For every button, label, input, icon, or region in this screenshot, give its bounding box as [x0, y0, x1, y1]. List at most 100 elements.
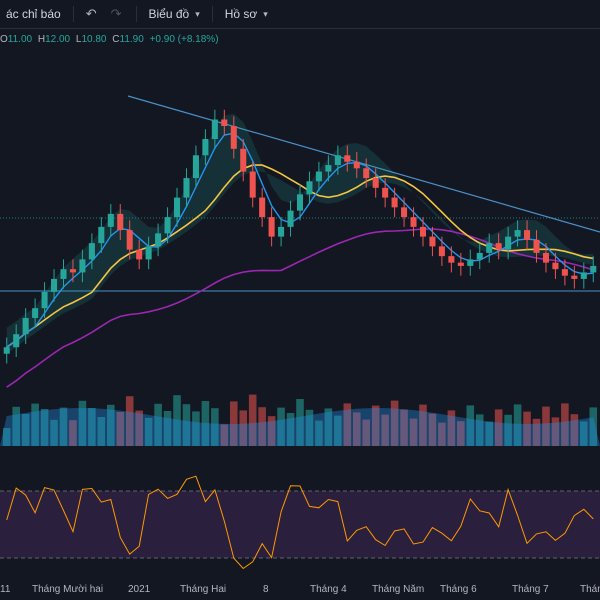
- volume-bar: [220, 424, 229, 446]
- time-axis-label: Tháng Hai: [180, 584, 226, 595]
- volume-bar: [457, 421, 465, 446]
- candle-body: [580, 272, 587, 279]
- candle-body: [268, 217, 275, 237]
- candle-body: [192, 155, 199, 179]
- low-value: 10.80: [81, 34, 107, 45]
- close-value: 11.90: [119, 34, 144, 45]
- candle-body: [533, 239, 540, 253]
- volume-bar: [523, 411, 531, 446]
- candle-body: [410, 217, 417, 227]
- volume-bar: [419, 404, 427, 446]
- volume-bar: [334, 415, 342, 446]
- high-key: H: [37, 34, 46, 45]
- volume-bar: [409, 418, 418, 446]
- candle-body: [552, 262, 559, 270]
- resistance-trendline: [127, 95, 600, 233]
- volume-bar: [78, 400, 87, 446]
- rsi-line: [6, 475, 594, 570]
- candle-body: [202, 139, 209, 156]
- profile-menu-button[interactable]: Hồ sơ ▾: [219, 0, 274, 28]
- candle-body: [325, 165, 332, 172]
- volume-bar: [570, 414, 579, 446]
- candle-body: [126, 230, 133, 250]
- volume-bar: [182, 404, 191, 446]
- candle-body: [240, 148, 247, 172]
- candle-body: [514, 230, 521, 237]
- volume-bar: [324, 408, 333, 446]
- candle-body: [429, 236, 436, 247]
- volume-bar: [211, 408, 219, 446]
- chevron-down-icon: ▾: [263, 8, 268, 19]
- candle-body: [476, 252, 483, 260]
- volume-bar: [201, 401, 210, 446]
- ohlc-legend: O11.00 H12.00 L10.80 C11.90 +0.90 (+8.18…: [0, 34, 222, 45]
- volume-bar: [362, 419, 371, 446]
- indicators-button[interactable]: ác chỉ báo: [0, 0, 67, 28]
- volume-bar: [428, 413, 437, 446]
- candle-body: [88, 243, 95, 260]
- time-axis-label: Tháng 4: [310, 584, 347, 595]
- candle-body: [382, 187, 389, 198]
- candle-body: [306, 181, 313, 195]
- time-axis-label: Tháng Năm: [372, 584, 424, 595]
- candle-body: [278, 226, 285, 237]
- volume-bar: [258, 407, 266, 446]
- redo-button[interactable]: ↷: [105, 0, 130, 28]
- candle-body: [401, 207, 408, 218]
- redo-icon: ↷: [110, 6, 122, 21]
- candle-body: [259, 197, 266, 218]
- candle-body: [353, 161, 360, 169]
- chart-menu-button[interactable]: Biểu đồ ▾: [143, 0, 206, 28]
- time-axis-label: Tháng Mười hai: [32, 584, 103, 595]
- volume-bar: [135, 410, 143, 446]
- volume-bar: [107, 404, 115, 446]
- undo-button[interactable]: ↶: [80, 0, 105, 28]
- volume-bar: [125, 396, 134, 446]
- candle-body: [13, 334, 20, 348]
- candle-body: [211, 119, 218, 140]
- volume-bar: [286, 413, 295, 446]
- candle-body: [60, 269, 67, 279]
- volume-bar: [88, 408, 96, 446]
- time-axis-label: Tháng 6: [440, 584, 477, 595]
- open-key: O: [0, 34, 8, 45]
- candle-body: [296, 194, 304, 211]
- volume-bar: [513, 404, 522, 446]
- volume-bar: [352, 412, 361, 446]
- volume-bar: [173, 395, 181, 446]
- volume-bar: [390, 400, 399, 446]
- volume-bar: [589, 407, 598, 446]
- indicators-label: ác chỉ báo: [6, 7, 61, 21]
- candle-body: [3, 347, 10, 354]
- candle-body: [221, 119, 228, 127]
- time-axis-label: 11: [0, 584, 11, 595]
- profile-menu-label: Hồ sơ: [224, 7, 258, 21]
- open-value: 11.00: [7, 34, 33, 45]
- volume-bar: [50, 419, 58, 446]
- volume-bar: [31, 403, 39, 446]
- volume-bar: [371, 405, 380, 446]
- volume-bar: [305, 409, 314, 446]
- candle-body: [419, 226, 427, 237]
- volume-bar: [561, 403, 569, 446]
- toolbar-divider: [135, 6, 137, 22]
- volume-bar: [239, 410, 248, 446]
- high-value: 12.00: [45, 34, 71, 45]
- toolbar-divider: [72, 6, 74, 22]
- volume-bar: [580, 421, 588, 446]
- top-toolbar: ác chỉ báo ↶ ↷ Biểu đồ ▾ Hồ sơ ▾: [0, 0, 600, 29]
- candle-body: [287, 210, 294, 227]
- candle-body: [155, 233, 162, 247]
- volume-bar: [315, 420, 323, 446]
- volume-bar: [229, 401, 238, 446]
- volume-bar: [438, 422, 446, 446]
- candle-body: [51, 278, 58, 292]
- volume-bar: [40, 409, 49, 446]
- ma-slow-line: [6, 228, 594, 388]
- candle-body: [145, 246, 152, 260]
- time-axis-label: Tháng 7: [512, 584, 549, 595]
- low-key: L: [75, 34, 82, 45]
- toolbar-divider: [211, 6, 213, 22]
- chart-menu-label: Biểu đồ: [148, 7, 190, 21]
